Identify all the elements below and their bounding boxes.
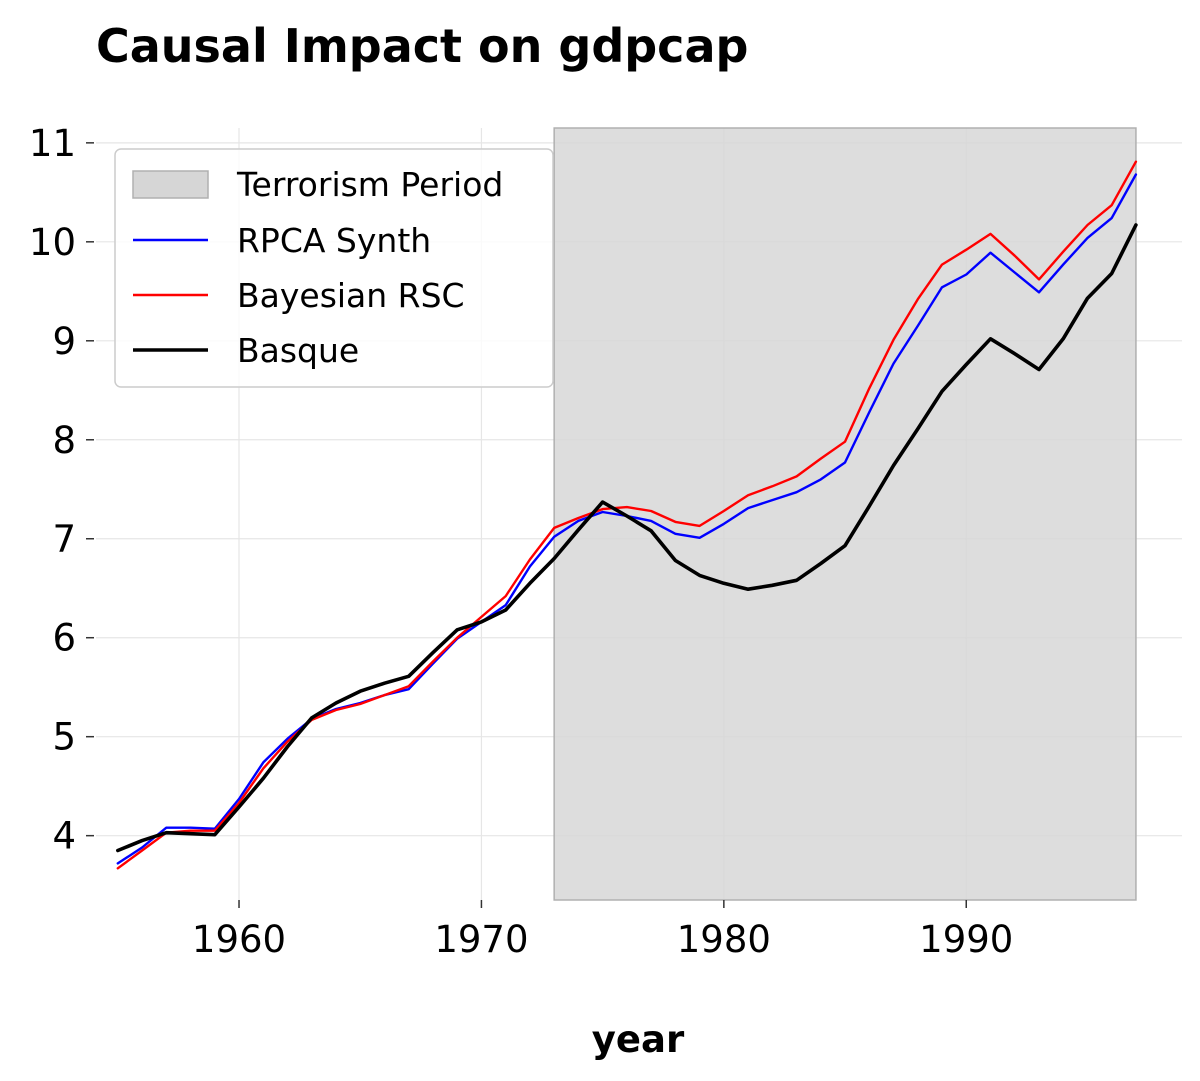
chart-title: Causal Impact on gdpcap bbox=[96, 19, 748, 73]
legend-label: RPCA Synth bbox=[237, 221, 431, 260]
y-tick-label: 8 bbox=[52, 419, 76, 462]
shaded-region-terrorism-period bbox=[553, 127, 1137, 901]
legend-label: Basque bbox=[237, 331, 359, 370]
y-tick-label: 11 bbox=[29, 122, 76, 165]
y-tick-label: 7 bbox=[52, 518, 76, 561]
series-line-basque bbox=[116, 223, 1138, 853]
legend: Terrorism Period RPCA Synth Bayesian RSC Ba… bbox=[114, 148, 554, 388]
x-tick-label: 1980 bbox=[677, 918, 771, 961]
legend-label: Terrorism Period bbox=[236, 165, 503, 204]
legend-box bbox=[114, 148, 554, 388]
x-tick-label: 1970 bbox=[434, 918, 528, 961]
y-tick-label: 4 bbox=[52, 815, 76, 858]
series-line-bayesian-rsc bbox=[116, 160, 1138, 870]
y-tick-label: 10 bbox=[29, 221, 76, 264]
y-tick-label: 6 bbox=[52, 617, 76, 660]
y-tick-label: 9 bbox=[52, 320, 76, 363]
x-tick-label: 1960 bbox=[192, 918, 286, 961]
y-tick-label: 5 bbox=[52, 716, 76, 759]
legend-label: Bayesian RSC bbox=[237, 276, 465, 315]
x-axis-label: year bbox=[592, 1018, 685, 1061]
plot-area: 1960 1970 1980 1990 4 5 6 7 8 9 10 11 Terrorism Peri… bbox=[29, 122, 1182, 961]
x-tick-label: 1990 bbox=[919, 918, 1013, 961]
legend-swatch bbox=[132, 170, 209, 199]
